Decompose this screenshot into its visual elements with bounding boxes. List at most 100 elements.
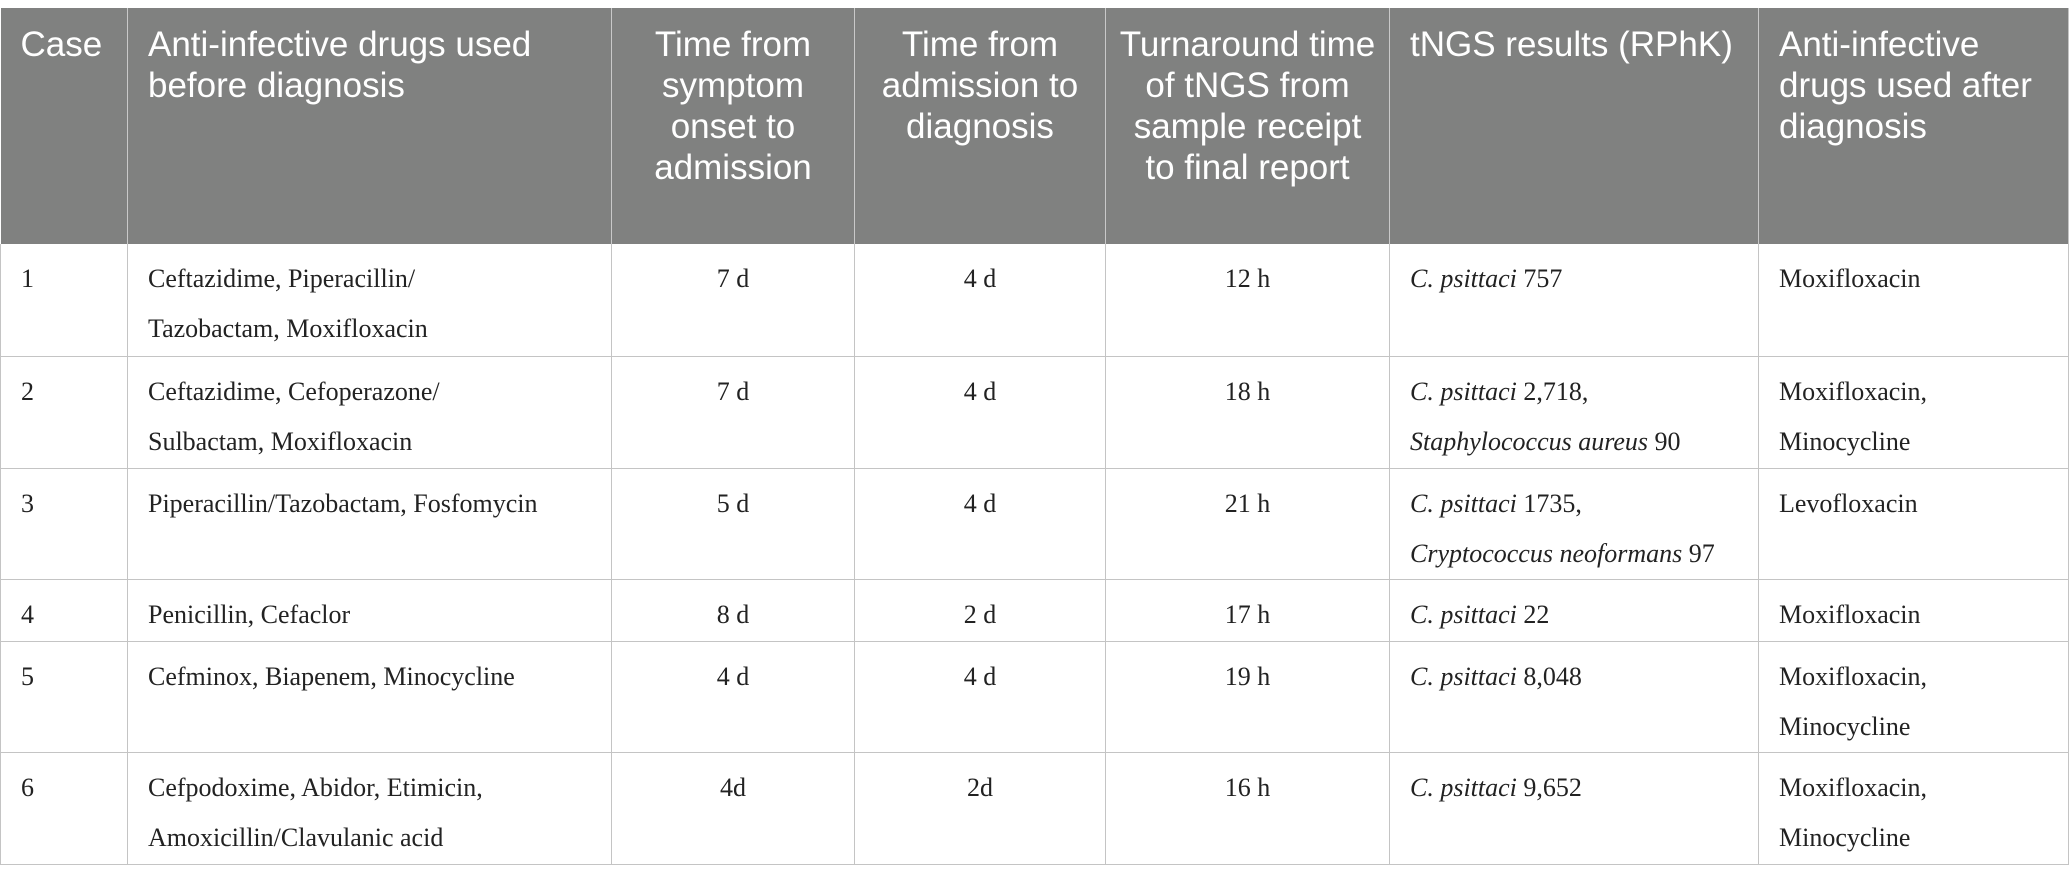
organism-name: C. psittaci	[1410, 488, 1517, 518]
admission-cell: 4 d	[854, 244, 1106, 357]
drugs-after-line: Moxifloxacin	[1779, 264, 1921, 293]
read-count: 22	[1516, 599, 1550, 629]
organism-name: C. psittaci	[1410, 772, 1517, 802]
results-cell: C. psittaci 757	[1389, 244, 1759, 357]
header-case: Case	[0, 8, 128, 244]
result-line: Staphylococcus aureus 90	[1410, 417, 1748, 467]
read-count: 9,652	[1516, 772, 1582, 802]
result-line: C. psittaci 757	[1410, 254, 1748, 304]
header-drugs-before: Anti-infective drugs used before diagnos…	[127, 8, 612, 244]
case-cell: 3	[0, 468, 128, 580]
result-line: C. psittaci 1735,	[1410, 479, 1748, 529]
read-count: 1735,	[1516, 488, 1582, 518]
turnaround-cell: 19 h	[1105, 641, 1390, 753]
drugs-after-line: Minocycline	[1779, 822, 1911, 852]
turnaround-cell: 18 h	[1105, 356, 1390, 469]
drugs-before-line: Amoxicillin/Clavulanic acid	[148, 822, 444, 852]
admission-cell: 2d	[854, 752, 1106, 865]
table-row: 6 Cefpodoxime, Abidor, Etimicin, Amoxici…	[0, 752, 2069, 865]
table-row: 4 Penicillin, Cefaclor 8 d 2 d 17 h C. p…	[0, 579, 2069, 642]
table-row: 3 Piperacillin/Tazobactam, Fosfomycin 5 …	[0, 468, 2069, 580]
admission-cell: 4 d	[854, 641, 1106, 753]
drugs-before-cell: Ceftazidime, Piperacillin/ Tazobactam, M…	[127, 244, 612, 357]
onset-cell: 4 d	[611, 641, 855, 753]
clinical-data-table: Case Anti-infective drugs used before di…	[0, 8, 2069, 865]
drugs-before-cell: Piperacillin/Tazobactam, Fosfomycin	[127, 468, 612, 580]
read-count: 90	[1648, 426, 1681, 456]
case-cell: 6	[0, 752, 128, 865]
drugs-after-line: Moxifloxacin,	[1779, 772, 1928, 802]
drugs-before-line: Piperacillin/Tazobactam, Fosfomycin	[148, 488, 538, 518]
case-cell: 4	[0, 579, 128, 642]
header-onset-to-admission: Time from symptom onset to admission	[611, 8, 855, 244]
onset-cell: 8 d	[611, 579, 855, 642]
drugs-before-line: Ceftazidime, Cefoperazone/	[148, 376, 440, 406]
organism-name: C. psittaci	[1410, 264, 1517, 293]
results-cell: C. psittaci 22	[1389, 579, 1759, 642]
turnaround-cell: 16 h	[1105, 752, 1390, 865]
drugs-before-line: Cefpodoxime, Abidor, Etimicin,	[148, 772, 483, 802]
turnaround-cell: 12 h	[1105, 244, 1390, 357]
drugs-before-line: Penicillin, Cefaclor	[148, 599, 351, 629]
drugs-after-line: Moxifloxacin,	[1779, 661, 1928, 691]
drugs-before-line: Ceftazidime, Piperacillin/	[148, 264, 416, 293]
results-cell: C. psittaci 8,048	[1389, 641, 1759, 753]
organism-name: Cryptococcus neoformans	[1410, 538, 1683, 568]
header-turnaround: Turnaround time of tNGS from sample rece…	[1105, 8, 1390, 244]
result-line: Cryptococcus neoformans 97	[1410, 529, 1748, 579]
read-count: 8,048	[1516, 661, 1582, 691]
admission-cell: 2 d	[854, 579, 1106, 642]
organism-name: C. psittaci	[1410, 599, 1517, 629]
read-count: 97	[1682, 538, 1715, 568]
header-admission-to-diagnosis: Time from admission to diagnosis	[854, 8, 1106, 244]
read-count: 2,718,	[1516, 376, 1589, 406]
table-container: Case Anti-infective drugs used before di…	[0, 8, 2069, 865]
organism-name: Staphylococcus aureus	[1410, 426, 1649, 456]
drugs-before-cell: Cefpodoxime, Abidor, Etimicin, Amoxicill…	[127, 752, 612, 865]
drugs-after-cell: Moxifloxacin	[1758, 579, 2069, 642]
table-row: 2 Ceftazidime, Cefoperazone/ Sulbactam, …	[0, 356, 2069, 469]
drugs-before-line: Cefminox, Biapenem, Minocycline	[148, 661, 515, 691]
drugs-before-cell: Cefminox, Biapenem, Minocycline	[127, 641, 612, 753]
result-line: C. psittaci 9,652	[1410, 763, 1748, 813]
drugs-before-line: Tazobactam, Moxifloxacin	[148, 314, 428, 343]
drugs-after-cell: Moxifloxacin, Minocycline	[1758, 641, 2069, 753]
drugs-after-line: Minocycline	[1779, 426, 1911, 456]
result-line: C. psittaci 2,718,	[1410, 367, 1748, 417]
drugs-after-cell: Levofloxacin	[1758, 468, 2069, 580]
onset-cell: 4d	[611, 752, 855, 865]
turnaround-cell: 21 h	[1105, 468, 1390, 580]
turnaround-cell: 17 h	[1105, 579, 1390, 642]
organism-name: C. psittaci	[1410, 376, 1517, 406]
case-cell: 2	[0, 356, 128, 469]
drugs-after-cell: Moxifloxacin, Minocycline	[1758, 356, 2069, 469]
organism-name: C. psittaci	[1410, 661, 1517, 691]
header-tngs-results: tNGS results (RPhK)	[1389, 8, 1759, 244]
onset-cell: 7 d	[611, 356, 855, 469]
drugs-after-line: Moxifloxacin,	[1779, 376, 1928, 406]
admission-cell: 4 d	[854, 356, 1106, 469]
drugs-before-line: Sulbactam, Moxifloxacin	[148, 426, 413, 456]
drugs-after-cell: Moxifloxacin	[1758, 244, 2069, 357]
drugs-before-cell: Ceftazidime, Cefoperazone/ Sulbactam, Mo…	[127, 356, 612, 469]
onset-cell: 7 d	[611, 244, 855, 357]
result-line: C. psittaci 22	[1410, 590, 1748, 640]
header-row: Case Anti-infective drugs used before di…	[0, 8, 2069, 244]
drugs-before-cell: Penicillin, Cefaclor	[127, 579, 612, 642]
table-row: 1 Ceftazidime, Piperacillin/ Tazobactam,…	[0, 244, 2069, 357]
case-cell: 1	[0, 244, 128, 357]
case-cell: 5	[0, 641, 128, 753]
onset-cell: 5 d	[611, 468, 855, 580]
admission-cell: 4 d	[854, 468, 1106, 580]
drugs-after-line: Levofloxacin	[1779, 488, 1918, 518]
drugs-after-line: Moxifloxacin	[1779, 599, 1921, 629]
result-line: C. psittaci 8,048	[1410, 652, 1748, 702]
header-drugs-after: Anti-infective drugs used after diagnosi…	[1758, 8, 2069, 244]
table-row: 5 Cefminox, Biapenem, Minocycline 4 d 4 …	[0, 641, 2069, 753]
drugs-after-cell: Moxifloxacin, Minocycline	[1758, 752, 2069, 865]
drugs-after-line: Minocycline	[1779, 711, 1911, 741]
results-cell: C. psittaci 1735, Cryptococcus neoforman…	[1389, 468, 1759, 580]
results-cell: C. psittaci 2,718, Staphylococcus aureus…	[1389, 356, 1759, 469]
results-cell: C. psittaci 9,652	[1389, 752, 1759, 865]
read-count: 757	[1516, 264, 1563, 293]
